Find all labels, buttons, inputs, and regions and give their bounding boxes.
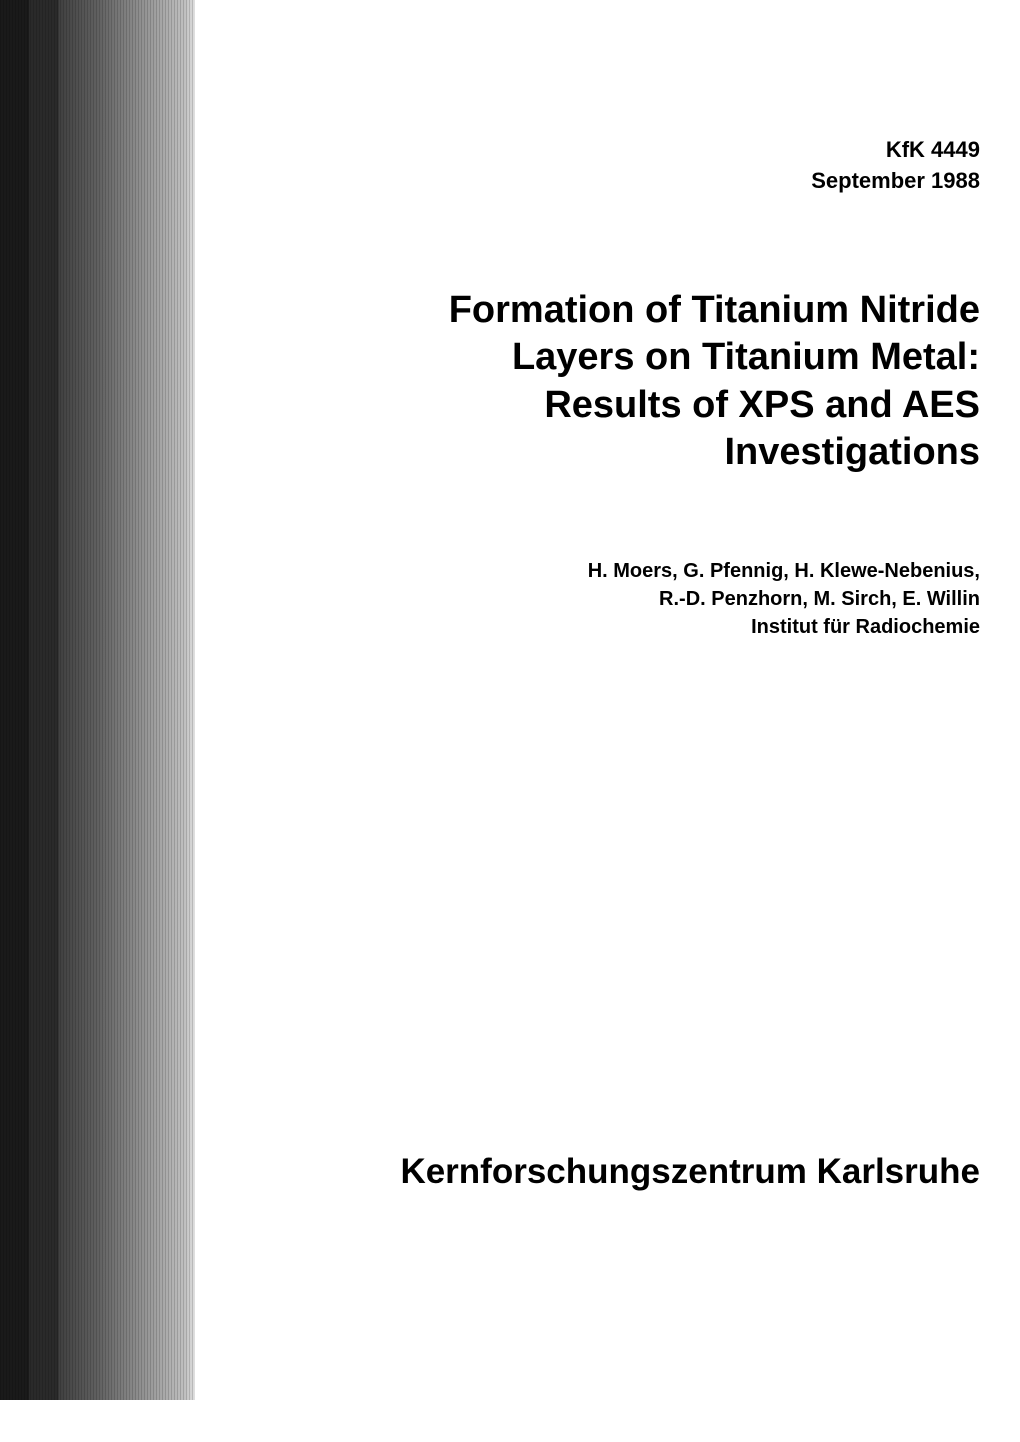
authors-line-1: H. Moers, G. Pfennig, H. Klewe-Nebenius,: [220, 557, 980, 585]
affiliation: Institut für Radiochemie: [220, 613, 980, 641]
page: KfK 4449 September 1988 Formation of Tit…: [0, 0, 1020, 1442]
title-line-3: Results of XPS and AES: [220, 382, 980, 430]
authors-block: H. Moers, G. Pfennig, H. Klewe-Nebenius,…: [220, 557, 980, 641]
side-gradient-bar: [0, 0, 195, 1400]
authors-line-2: R.-D. Penzhorn, M. Sirch, E. Willin: [220, 585, 980, 613]
title-block: Formation of Titanium Nitride Layers on …: [220, 287, 980, 477]
title-line-4: Investigations: [220, 429, 980, 477]
header-block: KfK 4449 September 1988: [220, 135, 980, 197]
report-date: September 1988: [220, 166, 980, 197]
content-area: KfK 4449 September 1988 Formation of Tit…: [220, 0, 980, 1442]
institution: Kernforschungszentrum Karlsruhe: [400, 1152, 980, 1192]
report-id: KfK 4449: [220, 135, 980, 166]
title-line-1: Formation of Titanium Nitride: [220, 287, 980, 335]
title-line-2: Layers on Titanium Metal:: [220, 334, 980, 382]
